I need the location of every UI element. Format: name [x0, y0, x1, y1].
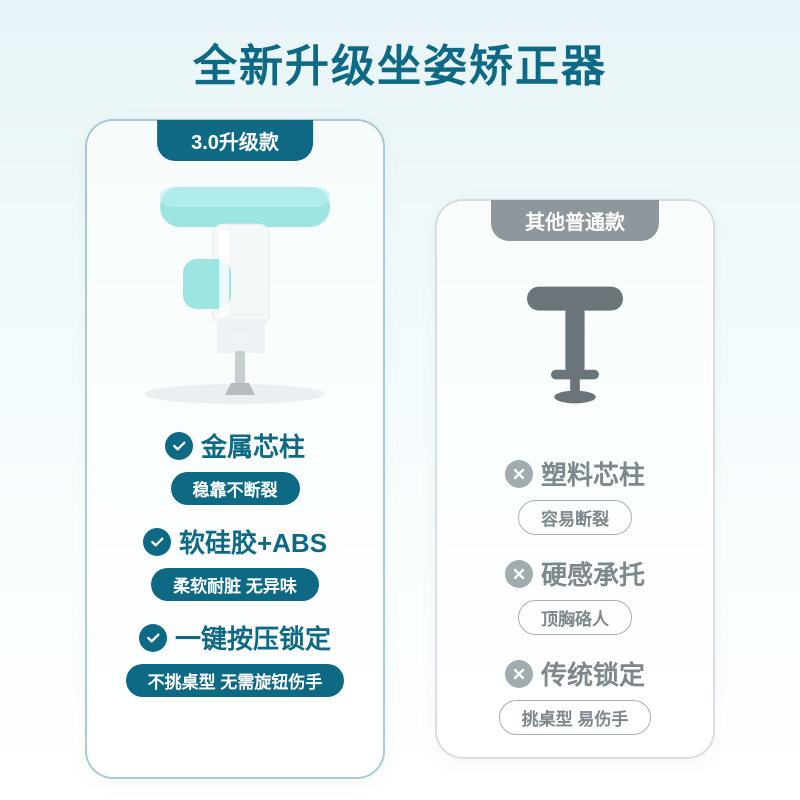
page-title: 全新升级坐姿矫正器: [0, 0, 800, 94]
basic-product-image: [455, 255, 695, 435]
feature-title: 金属芯柱: [201, 427, 305, 464]
basic-features: 塑料芯柱 容易断裂 硬感承托 顶胸硌人 传统锁定: [455, 455, 695, 735]
cross-icon: [505, 460, 533, 488]
feature-subtitle: 稳靠不断裂: [171, 472, 300, 505]
feature-subtitle: 不挑桌型 无需旋钮伤手: [126, 664, 345, 697]
basic-badge: 其他普通款: [491, 200, 659, 241]
check-icon: [165, 432, 193, 460]
feature-plastic-core: 塑料芯柱 容易断裂: [455, 455, 695, 535]
upgraded-badge: 3.0升级款: [157, 120, 313, 161]
upgraded-features: 金属芯柱 稳靠不断裂 软硅胶+ABS 柔软耐脏 无异味: [105, 427, 365, 697]
check-icon: [143, 528, 171, 556]
upgraded-card: 3.0升级款: [85, 119, 385, 779]
feature-title: 硬感承托: [541, 555, 645, 592]
cross-icon: [505, 560, 533, 588]
feature-silicone-abs: 软硅胶+ABS 柔软耐脏 无异味: [105, 523, 365, 601]
feature-metal-core: 金属芯柱 稳靠不断裂: [105, 427, 365, 505]
cross-icon: [505, 660, 533, 688]
feature-subtitle: 容易断裂: [518, 500, 632, 535]
feature-subtitle: 柔软耐脏 无异味: [151, 568, 319, 601]
feature-traditional-lock: 传统锁定 挑桌型 易伤手: [455, 655, 695, 735]
comparison-cards: 3.0升级款: [0, 119, 800, 779]
upgraded-product-image: [105, 169, 365, 409]
feature-title: 传统锁定: [541, 655, 645, 692]
check-icon: [139, 624, 167, 652]
feature-subtitle: 顶胸硌人: [518, 600, 632, 635]
feature-hard-support: 硬感承托 顶胸硌人: [455, 555, 695, 635]
feature-title: 软硅胶+ABS: [179, 523, 327, 560]
feature-title: 塑料芯柱: [541, 455, 645, 492]
feature-subtitle: 挑桌型 易伤手: [499, 700, 652, 735]
feature-title: 一键按压锁定: [175, 619, 331, 656]
basic-card: 其他普通款 塑料芯柱 容易断裂: [435, 199, 715, 759]
feature-one-press-lock: 一键按压锁定 不挑桌型 无需旋钮伤手: [105, 619, 365, 697]
